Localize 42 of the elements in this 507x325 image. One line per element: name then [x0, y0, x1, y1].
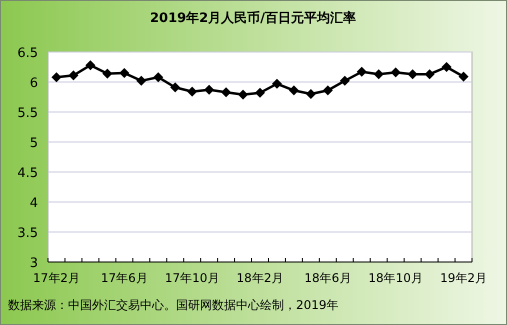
x-tick-label: 18年6月: [304, 271, 352, 285]
point: [136, 76, 146, 86]
source-note: 数据来源：中国外汇交易中心。国研网数据中心绘制，2019年: [8, 298, 339, 312]
point: [374, 69, 384, 80]
y-tick-label: 6: [30, 76, 38, 91]
point: [458, 72, 469, 82]
point: [51, 72, 62, 82]
x-tick-label: 18年10月: [368, 271, 423, 285]
point: [102, 68, 112, 79]
x-tick-label: 17年10月: [164, 271, 220, 285]
point: [288, 85, 299, 96]
x-tick-label: 17年6月: [100, 271, 148, 285]
y-tick-label: 3.5: [17, 226, 38, 241]
point: [238, 90, 248, 100]
x-tick-label: 18年2月: [236, 271, 284, 285]
y-tick-label: 6.5: [17, 46, 38, 61]
y-tick-label: 5.5: [17, 106, 38, 121]
point: [153, 72, 164, 82]
point: [255, 88, 265, 98]
point: [390, 67, 401, 78]
y-tick-label: 5: [30, 136, 38, 151]
x-tick-label: 19年2月: [440, 271, 487, 285]
point: [408, 69, 418, 80]
point: [272, 78, 282, 89]
y-tick-label: 3: [30, 256, 38, 271]
point: [356, 66, 367, 77]
point: [442, 62, 452, 72]
point: [85, 60, 96, 70]
point: [340, 76, 350, 86]
point: [119, 68, 130, 78]
point: [322, 85, 333, 96]
point: [187, 86, 198, 97]
point: [424, 69, 435, 80]
y-tick-label: 4.5: [17, 166, 38, 181]
point: [170, 82, 180, 92]
y-tick-label: 4: [30, 196, 38, 211]
chart-title: 2019年2月人民币/百日元平均汇率: [150, 10, 356, 26]
x-tick-label: 17年2月: [33, 271, 80, 285]
point: [221, 87, 232, 98]
point: [68, 70, 78, 80]
point: [306, 89, 316, 99]
point: [204, 84, 214, 95]
